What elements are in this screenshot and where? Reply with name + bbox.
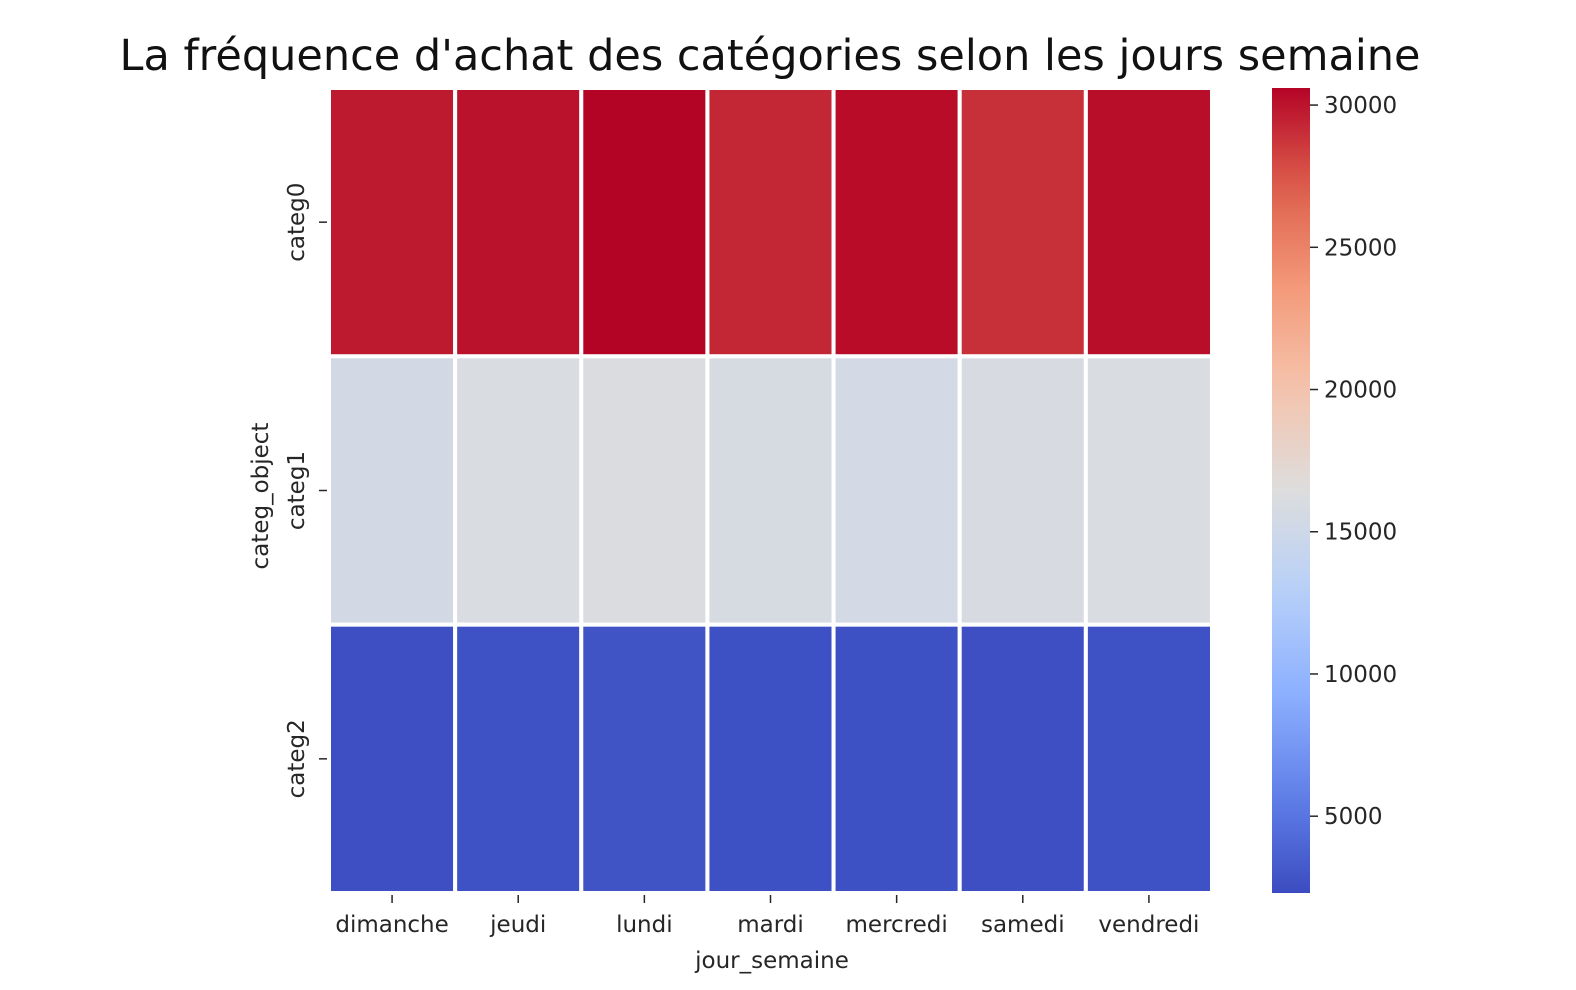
x-tick-label-jeudi: jeudi bbox=[489, 912, 546, 938]
colorbar-tick-label: 10000 bbox=[1324, 662, 1397, 688]
heatmap-cells bbox=[327, 86, 1215, 896]
x-tick-label-dimanche: dimanche bbox=[335, 912, 448, 938]
x-tick-label-mercredi: mercredi bbox=[846, 912, 948, 938]
heatmap-cell-categ1-lundi bbox=[579, 354, 710, 627]
x-axis-ticks: dimanche jeudi lundi mardi mercredi samedi ven… bbox=[335, 895, 1199, 938]
y-axis-label: categ_object bbox=[248, 423, 274, 570]
y-tick-label-categ1: categ1 bbox=[284, 451, 310, 530]
heatmap-cell-categ2-jeudi bbox=[453, 622, 584, 896]
heatmap-cell-categ2-samedi bbox=[957, 622, 1088, 896]
heatmap-cell-categ0-mardi bbox=[705, 86, 836, 359]
heatmap-cell-categ2-mardi bbox=[705, 622, 836, 896]
y-tick-label-categ2: categ2 bbox=[284, 719, 310, 798]
x-tick-label-mardi: mardi bbox=[737, 912, 804, 938]
heatmap-cell-categ0-samedi bbox=[957, 86, 1088, 359]
heatmap-cell-categ2-mercredi bbox=[831, 622, 962, 896]
x-tick-label-samedi: samedi bbox=[981, 912, 1065, 938]
heatmap-cell-categ1-dimanche bbox=[327, 354, 458, 627]
heatmap-cell-categ0-mercredi bbox=[831, 86, 962, 359]
colorbar-tick-label: 20000 bbox=[1324, 378, 1397, 404]
heatmap-cell-categ1-vendredi bbox=[1083, 354, 1215, 627]
heatmap-cell-categ0-dimanche bbox=[327, 86, 458, 359]
heatmap-cell-categ2-dimanche bbox=[327, 622, 458, 896]
colorbar-tick-label: 5000 bbox=[1324, 804, 1383, 830]
y-axis-ticks: categ0 categ1 categ2 bbox=[284, 183, 327, 798]
x-axis-label: jour_semaine bbox=[694, 948, 849, 974]
heatmap-cell-categ2-lundi bbox=[579, 622, 710, 896]
heatmap-cell-categ1-samedi bbox=[957, 354, 1088, 627]
heatmap-cell-categ2-vendredi bbox=[1083, 622, 1215, 896]
x-tick-label-lundi: lundi bbox=[616, 912, 673, 938]
colorbar-ticks: 5000 10000 15000 20000 25000 30000 bbox=[1310, 93, 1397, 830]
heatmap-cell-categ1-mardi bbox=[705, 354, 836, 627]
heatmap-cell-categ1-mercredi bbox=[831, 354, 962, 627]
heatmap-cell-categ1-jeudi bbox=[453, 354, 584, 627]
heatmap-cell-categ0-lundi bbox=[579, 86, 710, 359]
colorbar-tick-label: 15000 bbox=[1324, 520, 1397, 546]
y-tick-label-categ0: categ0 bbox=[284, 183, 310, 262]
heatmap-cell-categ0-vendredi bbox=[1083, 86, 1215, 359]
colorbar-tick-label: 25000 bbox=[1324, 235, 1397, 261]
heatmap-cell-categ0-jeudi bbox=[453, 86, 584, 359]
chart-title: La fréquence d'achat des catégories selo… bbox=[120, 31, 1421, 81]
x-tick-label-vendredi: vendredi bbox=[1098, 912, 1199, 938]
colorbar bbox=[1272, 88, 1310, 893]
colorbar-tick-label: 30000 bbox=[1324, 93, 1397, 119]
